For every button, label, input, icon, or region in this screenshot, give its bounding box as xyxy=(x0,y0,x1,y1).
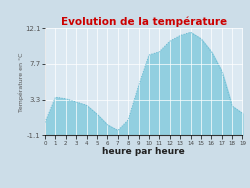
Y-axis label: Température en °C: Température en °C xyxy=(18,52,24,111)
X-axis label: heure par heure: heure par heure xyxy=(102,147,185,156)
Title: Evolution de la température: Evolution de la température xyxy=(61,17,227,27)
